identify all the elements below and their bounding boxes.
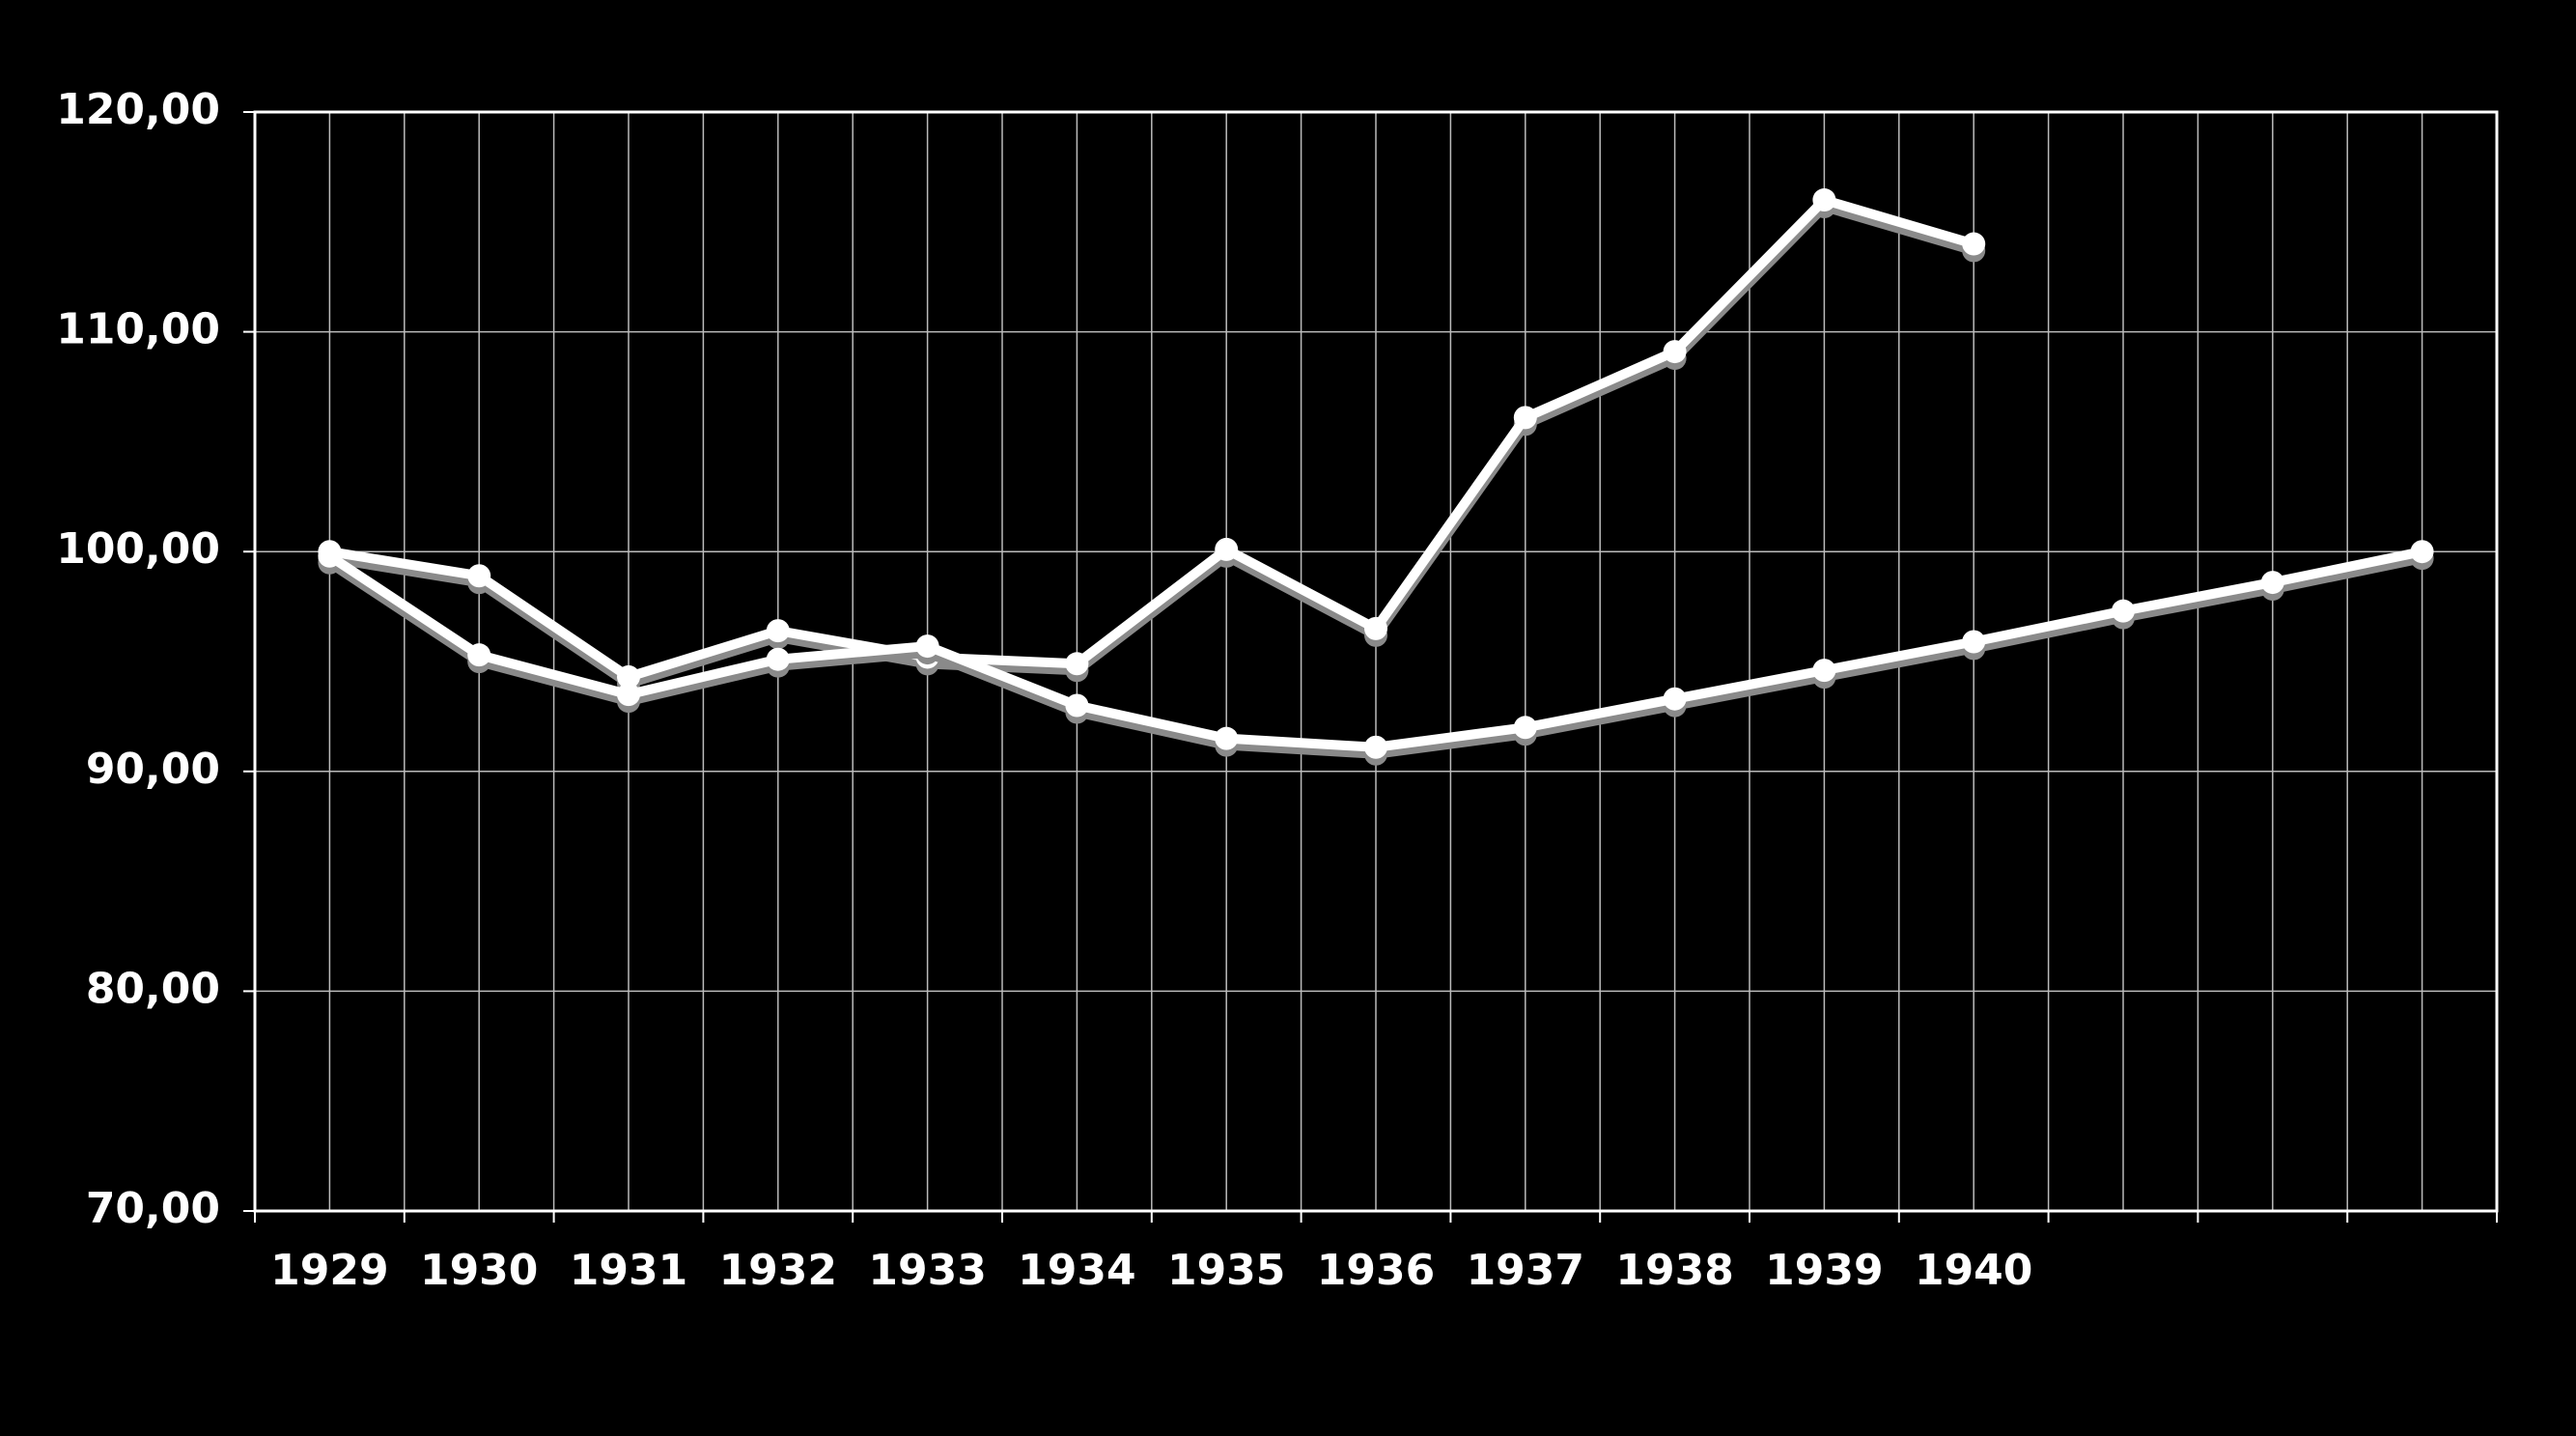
data-point xyxy=(1215,726,1239,750)
data-point xyxy=(2112,599,2135,623)
y-tick-label: 110,00 xyxy=(56,305,220,354)
y-tick-label: 90,00 xyxy=(86,745,220,794)
y-tick-label: 100,00 xyxy=(56,524,220,574)
y-tick-label: 80,00 xyxy=(86,964,220,1013)
data-point xyxy=(2410,540,2434,564)
data-point xyxy=(1513,716,1537,740)
x-tick-label: 1939 xyxy=(1765,1246,1883,1295)
data-point xyxy=(617,683,640,707)
data-point xyxy=(1663,340,1687,364)
x-tick-label: 1937 xyxy=(1467,1246,1584,1295)
data-point xyxy=(766,647,790,671)
y-tick-label: 120,00 xyxy=(56,85,220,134)
x-tick-label: 1932 xyxy=(719,1246,837,1295)
plot-frame xyxy=(253,110,2499,1213)
x-tick-label: 1935 xyxy=(1167,1246,1285,1295)
data-point xyxy=(1364,735,1387,759)
data-point xyxy=(318,544,342,568)
series-line xyxy=(328,195,1975,682)
y-tick-label: 70,00 xyxy=(86,1184,220,1233)
data-point xyxy=(1812,188,1836,212)
x-tick-label: 1931 xyxy=(570,1246,687,1295)
data-point xyxy=(1962,630,1986,654)
x-tick-label: 1930 xyxy=(420,1246,538,1295)
x-tick-label: 1938 xyxy=(1615,1246,1733,1295)
data-point xyxy=(1663,687,1687,711)
x-tick-label: 1934 xyxy=(1018,1246,1135,1295)
data-point xyxy=(1812,659,1836,683)
data-point xyxy=(467,643,491,667)
x-tick-label: 1933 xyxy=(868,1246,986,1295)
data-point xyxy=(1513,406,1537,430)
data-point xyxy=(1364,616,1387,640)
data-point xyxy=(1065,693,1089,718)
data-point xyxy=(1215,537,1239,561)
series xyxy=(318,540,2434,759)
data-point xyxy=(915,634,939,659)
data-point xyxy=(467,564,491,588)
data-point xyxy=(766,619,790,643)
data-point xyxy=(1065,652,1089,676)
x-tick-label: 1929 xyxy=(270,1246,388,1295)
data-point xyxy=(1962,232,1986,256)
data-point xyxy=(617,664,640,689)
x-tick-label: 1940 xyxy=(1915,1246,2032,1295)
data-point xyxy=(2260,571,2284,595)
x-tick-label: 1936 xyxy=(1317,1246,1435,1295)
